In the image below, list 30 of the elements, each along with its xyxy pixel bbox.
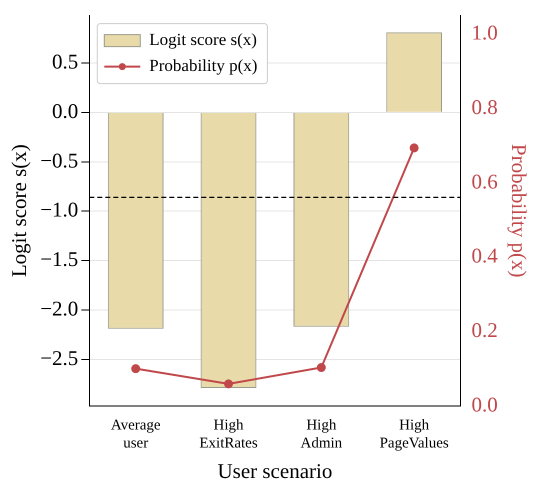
y2-tick-label: 0.2	[472, 318, 498, 342]
category-label: ExitRates	[199, 436, 258, 452]
y-tick-label: −1.0	[40, 198, 78, 222]
x-axis-title: User scenario	[217, 458, 332, 483]
category-label: user	[123, 436, 148, 452]
y-tick-label: −1.5	[40, 247, 78, 272]
category-label: High	[306, 418, 336, 434]
category-label: Admin	[300, 436, 342, 452]
point	[316, 363, 326, 372]
y-tick-label: −0.5	[40, 148, 78, 172]
legend-label: Probability p(x)	[149, 56, 258, 76]
y2-tick-label: 0.8	[472, 95, 498, 120]
point	[410, 143, 419, 152]
y2-tick-label: 0.0	[472, 392, 498, 416]
y-axis-title: Logit score s(x)	[7, 144, 32, 278]
legend-label: Logit score s(x)	[149, 30, 257, 50]
category-label: High	[399, 418, 430, 434]
category-label: PageValues	[380, 436, 449, 452]
point	[224, 379, 234, 388]
category-label: High	[214, 418, 244, 434]
y2-tick-label: 0.6	[472, 169, 498, 194]
point	[131, 364, 140, 374]
y-tick-label: 0.0	[52, 98, 78, 123]
y2-tick-label: 0.4	[472, 244, 498, 268]
y-tick-label: −2.0	[40, 296, 78, 320]
y-tick-label: −2.5	[40, 346, 78, 370]
y-tick-label: 0.5	[52, 50, 78, 74]
category-label: Average	[110, 418, 161, 434]
y2-tick-label: 1.0	[472, 20, 498, 45]
y2-axis-title: Probability p(x)	[506, 144, 531, 278]
